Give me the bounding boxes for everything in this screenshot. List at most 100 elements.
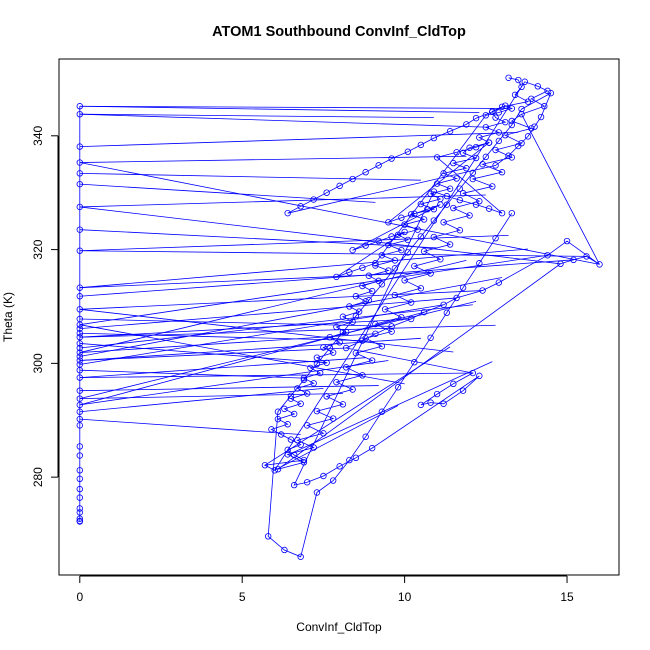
data-point [456,185,464,192]
data-segment [79,324,496,338]
data-point [303,422,311,429]
data-point [482,112,490,119]
data-point [443,201,451,208]
data-point [515,142,522,150]
data-point [313,354,321,361]
data-point [508,121,516,129]
data-point [76,518,83,525]
data-point [401,228,408,236]
data-point [300,376,308,384]
data-point [300,456,308,464]
data-segment [79,387,324,413]
data-point [596,261,603,268]
data-point [446,128,454,135]
data-point [284,451,291,458]
data-segment [79,113,434,118]
data-point [489,108,496,116]
data-segment [79,259,574,297]
data-point [505,74,512,81]
data-point [378,252,386,259]
data-point [417,200,425,208]
data-point [420,216,428,223]
data-point [274,408,282,415]
data-segment [79,333,376,353]
data-point [398,246,405,254]
data-segment [274,405,399,471]
data-point [76,515,83,522]
data-point [339,313,347,320]
data-point [446,185,454,192]
data-point [456,196,464,204]
data-point [274,465,282,473]
data-point [310,196,317,203]
data-point [537,113,545,121]
data-point [495,129,503,136]
data-point [339,401,347,408]
data-point [287,436,295,443]
data-point [320,472,327,480]
x-axis-label: ConvInf_CldTop [296,620,382,634]
data-point [391,265,399,272]
data-point [498,169,506,176]
data-point [261,462,269,469]
data-point [424,205,431,213]
data-point [534,83,541,90]
data-point [381,306,389,313]
data-point [505,152,512,159]
data-point [453,149,460,156]
data-point [313,407,321,415]
data-point [443,309,451,316]
data-point [508,154,516,161]
data-segment [79,206,561,265]
data-point [440,301,447,308]
data-point [264,533,272,540]
y-tick-label: 320 [31,239,45,259]
data-segment [79,250,587,257]
data-segment [79,131,519,148]
data-point [427,399,434,406]
data-segment [79,324,405,385]
data-segment [79,105,512,109]
data-point [459,387,467,394]
data-segment [79,254,548,326]
data-point [524,133,532,140]
data-point [365,297,373,304]
y-axis-label: Theta (K) [1,292,15,342]
data-segment [79,229,438,249]
data-point [401,277,408,284]
data-point [541,103,548,110]
data-point [287,395,295,402]
data-point [489,183,496,190]
data-point [450,159,457,167]
data-point [466,144,473,151]
data-point [472,114,480,122]
plot-frame [58,58,620,576]
data-point [284,209,291,217]
data-point [437,201,444,208]
data-point [459,149,467,157]
data-point [544,252,551,259]
data-point [326,344,334,352]
data-segment [79,393,343,400]
data-point [404,148,412,155]
data-point [472,154,480,162]
data-point [508,209,516,217]
data-point [76,422,83,429]
data-point [547,89,554,97]
data-point [433,390,441,398]
data-segment [79,304,444,365]
data-point [411,210,418,217]
data-point [76,509,83,516]
data-segment [79,248,529,289]
y-tick-label: 340 [31,125,45,145]
data-point [284,421,291,428]
data-point [420,308,428,316]
data-point [479,161,486,168]
data-segment [79,297,457,330]
data-point [518,110,525,118]
data-point [476,372,483,380]
data-point [378,408,386,415]
data-segment [79,337,421,361]
data-point [372,262,379,269]
data-segment [79,290,483,310]
